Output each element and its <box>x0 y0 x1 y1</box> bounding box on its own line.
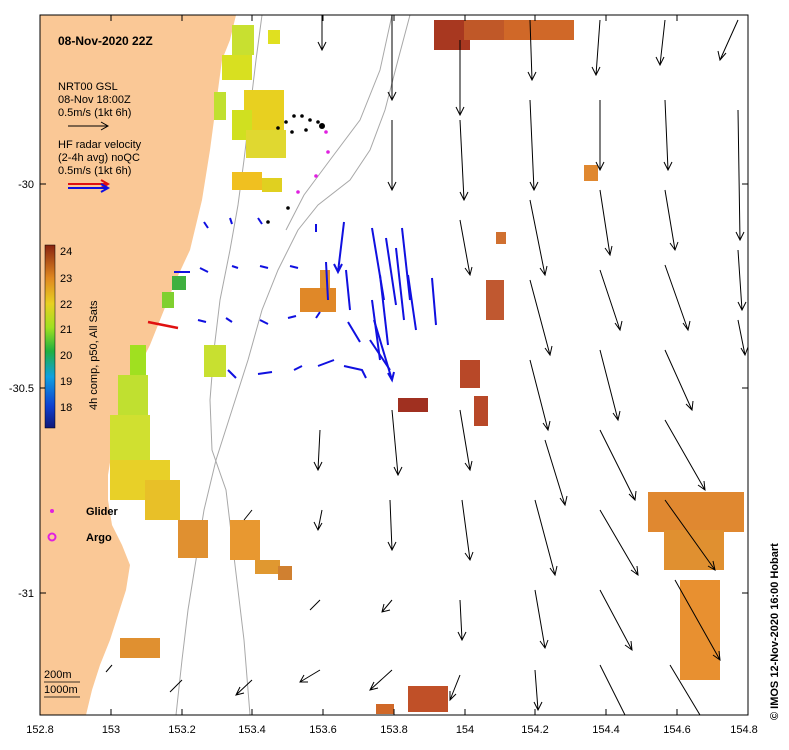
gsl-legend-line: NRT00 GSL <box>58 81 118 93</box>
colorbar <box>44 244 56 429</box>
gsl-legend-line: 0.5m/s (1kt 6h) <box>58 107 131 119</box>
gsl-arrows <box>105 15 748 715</box>
credit-text: © IMOS 12-Nov-2020 16:00 Hobart <box>769 543 781 720</box>
x-tick-labels: 152.8 153 153.2 153.4 153.6 153.8 154 15… <box>26 724 758 736</box>
x-tick-label: 153.2 <box>168 724 196 736</box>
glider-legend-label: Glider <box>86 506 119 518</box>
depth-label: 200m <box>44 669 72 681</box>
red-track <box>147 320 179 330</box>
argo-legend-marker <box>47 532 57 542</box>
radar-arrows <box>174 217 437 383</box>
colorbar-tick-label: 18 <box>60 402 72 414</box>
x-tick-label: 153.6 <box>309 724 337 736</box>
x-tick-label: 152.8 <box>26 724 54 736</box>
y-tick-label: -30.5 <box>9 383 34 395</box>
x-axis <box>39 15 749 715</box>
x-tick-label: 154.8 <box>730 724 758 736</box>
x-tick-label: 153.8 <box>380 724 408 736</box>
glider-legend-marker <box>50 509 54 513</box>
x-tick-label: 154.2 <box>521 724 549 736</box>
x-tick-label: 154 <box>456 724 474 736</box>
y-tick-label: -31 <box>18 588 34 600</box>
depth-label: 1000m <box>44 684 78 696</box>
x-tick-label: 154.4 <box>592 724 620 736</box>
map-title: 08-Nov-2020 22Z <box>58 34 153 48</box>
radar-legend-line: (2-4h avg) noQC <box>58 152 140 164</box>
colorbar-tick-label: 24 <box>60 246 72 258</box>
x-tick-label: 154.6 <box>663 724 691 736</box>
gsl-legend-line: 08-Nov 18:00Z <box>58 94 131 106</box>
x-tick-label: 153.4 <box>238 724 266 736</box>
colorbar-tick-label: 23 <box>60 273 72 285</box>
colorbar-tick-label: 20 <box>60 350 72 362</box>
colorbar-tick-label: 19 <box>60 376 72 388</box>
colorbar-tick-label: 21 <box>60 324 72 336</box>
bathymetry-shelf-edge <box>285 15 393 231</box>
bathymetry-1000m <box>175 15 411 715</box>
radar-legend-arrow-blue <box>68 183 111 193</box>
radar-legend-line: HF radar velocity <box>58 139 142 151</box>
gsl-legend-arrow <box>68 121 110 131</box>
y-tick-label: -30 <box>18 179 34 191</box>
x-tick-label: 153 <box>102 724 120 736</box>
argo-legend-label: Argo <box>86 532 112 544</box>
glider-track <box>266 114 330 224</box>
radar-legend-line: 0.5m/s (1kt 6h) <box>58 165 131 177</box>
colorbar-tick-label: 22 <box>60 299 72 311</box>
colorbar-title: 4h comp, p50, All Sats <box>88 300 100 410</box>
